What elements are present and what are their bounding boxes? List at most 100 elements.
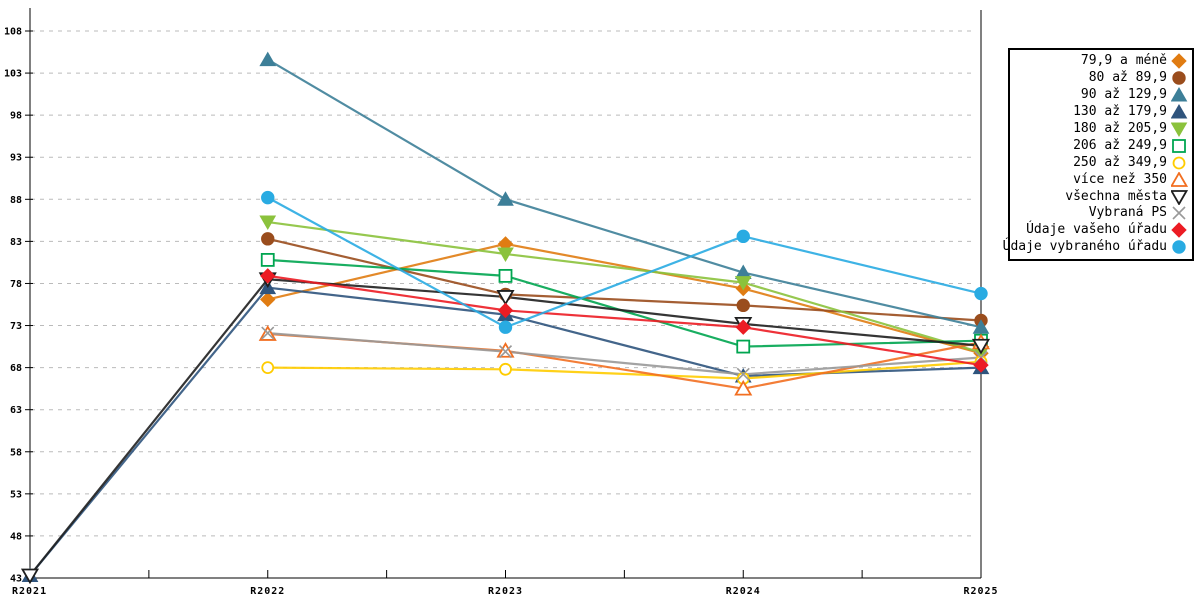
data-point-series12-R2024 [736, 229, 750, 244]
legend-marker-glyph [1171, 104, 1188, 119]
legend-marker-glyph [1171, 87, 1188, 102]
circle-marker-icon [1172, 156, 1186, 170]
y-axis-label: 63 [10, 405, 22, 416]
legend-marker-glyph [1171, 122, 1188, 137]
y-axis-label: 73 [10, 321, 22, 332]
legend-item[interactable]: 130 až 179,9 [1014, 104, 1188, 121]
y-axis-label: 108 [4, 27, 22, 38]
data-point-series10-R2024 [736, 367, 750, 381]
legend-item[interactable]: 180 až 205,9 [1014, 121, 1188, 138]
y-axis-label: 98 [10, 111, 22, 122]
legend-item[interactable]: 79,9 a méně [1014, 53, 1188, 70]
series-line-2 [267, 237, 982, 322]
y-axis-label: 48 [10, 531, 22, 542]
y-axis-label: 88 [10, 195, 22, 206]
legend-marker-glyph [1171, 53, 1187, 70]
data-point-series5-R2023 [497, 247, 514, 263]
data-point-series5-R2024 [734, 276, 752, 291]
diamond-marker-icon [1171, 222, 1187, 239]
data-point-series3-R2025 [972, 319, 990, 334]
data-point-series12-R2023 [498, 320, 513, 334]
data-point-series9-R2021 [20, 568, 40, 585]
legend-item[interactable]: Údaje vybraného úřadu [1003, 239, 1188, 256]
data-point-series8-R2023 [496, 341, 515, 358]
triangle-up-marker-icon [1171, 171, 1188, 187]
data-point-series6-R2023 [498, 268, 513, 283]
legend-marker-glyph [1172, 240, 1186, 254]
x-axis-label: R2025 [963, 586, 998, 597]
data-point-series2-R2022 [261, 232, 275, 246]
legend-item[interactable]: více než 350 [1014, 171, 1188, 188]
series-line-10 [267, 332, 982, 376]
data-point-series8-R2024 [734, 379, 753, 396]
circle-marker-icon [1172, 71, 1186, 86]
legend-marker-glyph [1172, 206, 1186, 221]
y-axis-label: 83 [10, 237, 22, 248]
data-point-series9-R2025 [971, 338, 991, 355]
data-point-series6-R2024 [736, 339, 751, 354]
triangle-down-marker-icon [1171, 189, 1188, 205]
data-point-series3-R2023 [497, 191, 514, 206]
legend-item[interactable]: 206 až 249,9 [1014, 137, 1188, 154]
legend-item-label: Údaje vybraného úřadu [1002, 239, 1167, 255]
legend-item-label: 79,9 a méně [1080, 53, 1167, 69]
y-axis-label: 103 [4, 69, 22, 80]
legend-item-label: Údaje vašeho úřadu [1026, 222, 1167, 238]
series-line-3 [267, 58, 982, 329]
x-axis-label: R2021 [12, 586, 47, 597]
legend-item-label: Vybraná PS [1088, 205, 1167, 221]
chart-legend: 79,9 a méně 80 až 89,9 90 až 129,9 130 až 1… [1003, 48, 1194, 261]
triangle-up-marker-icon [1171, 87, 1188, 102]
legend-item[interactable]: 80 až 89,9 [1014, 70, 1188, 87]
data-point-series12-R2022 [261, 190, 275, 205]
data-point-series6-R2022 [260, 252, 275, 267]
data-point-series10-R2023 [498, 345, 513, 359]
legend-item-label: 180 až 205,9 [1073, 121, 1167, 136]
y-axis-label: 78 [10, 279, 22, 290]
y-axis-label: 53 [10, 489, 22, 500]
data-point-series2-R2024 [736, 298, 750, 313]
legend-item-label: 206 až 249,9 [1073, 137, 1167, 153]
triangle-up-marker-icon [1171, 104, 1188, 119]
legend-marker-glyph [1172, 138, 1186, 153]
legend-item-label: více než 350 [1073, 171, 1167, 187]
data-point-series9-R2023 [496, 290, 515, 306]
legend-marker-glyph [1172, 156, 1186, 170]
legend-item[interactable]: všechna města [1014, 188, 1188, 205]
data-point-series7-R2023 [499, 362, 512, 376]
data-point-series11-R2025 [973, 357, 989, 373]
legend-item[interactable]: 250 až 349,9 [1014, 154, 1188, 171]
data-point-series5-R2022 [259, 215, 277, 231]
data-point-series7-R2022 [261, 361, 275, 375]
data-point-series10-R2022 [261, 326, 275, 340]
diamond-marker-icon [1171, 53, 1187, 70]
data-point-series11-R2023 [497, 302, 514, 319]
circle-marker-icon [1172, 240, 1186, 254]
square-marker-icon [1172, 138, 1186, 153]
data-point-series11-R2022 [260, 268, 276, 284]
triangle-down-marker-icon [1171, 122, 1188, 137]
series-line-1 [267, 242, 982, 355]
legend-item[interactable]: Údaje vašeho úřadu [1014, 222, 1188, 239]
data-point-series12-R2025 [974, 286, 988, 301]
y-axis-label: 58 [10, 447, 22, 458]
legend-item-label: 130 až 179,9 [1073, 104, 1167, 120]
series-line-11 [267, 274, 982, 367]
legend-item[interactable]: Vybraná PS [1014, 205, 1188, 222]
y-axis-label: 93 [10, 153, 22, 164]
series-line-7 [267, 360, 982, 380]
data-point-series1-R2022 [260, 291, 276, 308]
x-axis-label: R2024 [726, 586, 761, 597]
legend-item-label: 250 až 349,9 [1073, 154, 1167, 170]
y-axis-label: 68 [10, 363, 22, 374]
y-axis-label: 43 [10, 574, 22, 585]
series-line-12 [267, 196, 982, 329]
data-point-series11-R2024 [735, 319, 751, 335]
x-axis-label: R2023 [488, 586, 523, 597]
legend-item-label: 80 až 89,9 [1088, 70, 1167, 86]
legend-item[interactable]: 90 až 129,9 [1014, 87, 1188, 104]
legend-marker-glyph [1171, 189, 1188, 205]
x-marker-icon [1172, 206, 1186, 221]
